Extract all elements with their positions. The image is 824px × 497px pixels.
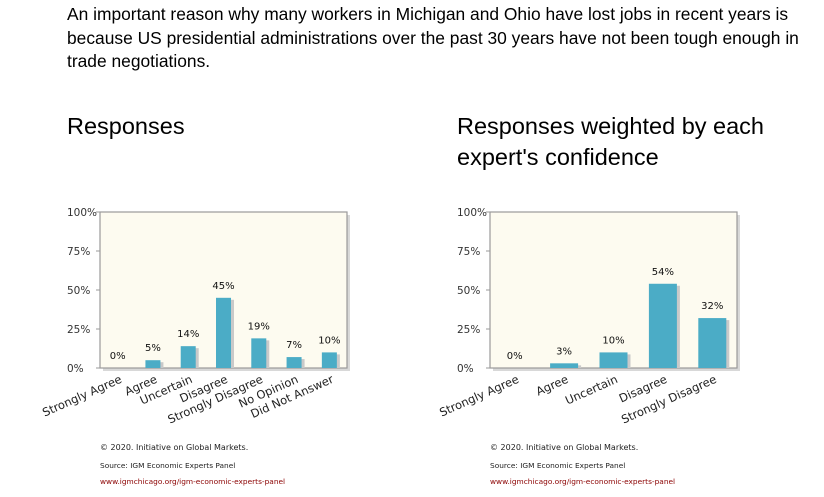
bar-value-label: 5%	[145, 343, 161, 354]
bar-value-label: 7%	[286, 340, 302, 351]
source-link-right[interactable]: www.igmchicago.org/igm-economic-experts-…	[490, 477, 676, 486]
source-text-right: Source: IGM Economic Experts Panel	[490, 461, 626, 470]
source-link-left[interactable]: www.igmchicago.org/igm-economic-experts-…	[100, 477, 286, 486]
y-tick-label: 0%	[67, 363, 84, 375]
plot-area	[489, 211, 738, 369]
bar-value-label: 0%	[110, 351, 126, 362]
bar-value-label: 0%	[507, 351, 523, 362]
bar-value-label: 10%	[318, 335, 340, 346]
y-tick-label: 50%	[457, 285, 480, 297]
copyright-text-left: © 2020. Initiative on Global Markets.	[100, 443, 249, 452]
bar	[145, 360, 161, 368]
bar-value-label: 19%	[248, 321, 270, 332]
chart-title-responses: Responses	[67, 113, 185, 139]
y-tick-label: 25%	[457, 324, 480, 336]
copyright-text-right: © 2020. Initiative on Global Markets.	[490, 443, 639, 452]
bar-value-label: 3%	[556, 346, 572, 357]
bar	[321, 352, 337, 368]
bar	[286, 357, 302, 368]
bar	[648, 283, 677, 368]
bar	[550, 363, 579, 368]
chart-title-weighted: Responses weighted by each expert's conf…	[457, 113, 765, 170]
bar-value-label: 45%	[212, 281, 234, 292]
y-tick-label: 25%	[67, 324, 90, 336]
bar	[180, 346, 196, 368]
category-label: Strongly Agree	[437, 372, 521, 420]
bar	[216, 297, 231, 368]
bar-value-label: 10%	[602, 335, 624, 346]
source-text-left: Source: IGM Economic Experts Panel	[100, 461, 236, 470]
bar	[251, 338, 267, 368]
y-tick-label: 0%	[457, 363, 474, 375]
category-label: Uncertain	[563, 372, 620, 408]
y-tick-label: 100%	[67, 207, 97, 219]
bar	[698, 318, 727, 368]
y-tick-label: 50%	[67, 285, 90, 297]
bar	[599, 352, 628, 368]
bar-value-label: 14%	[177, 329, 199, 340]
bar-value-label: 32%	[701, 301, 723, 312]
y-tick-label: 100%	[457, 207, 487, 219]
question-text: An important reason why many workers in …	[67, 4, 799, 71]
y-tick-label: 75%	[67, 246, 90, 258]
y-tick-label: 75%	[457, 246, 480, 258]
bar-value-label: 54%	[652, 267, 674, 278]
